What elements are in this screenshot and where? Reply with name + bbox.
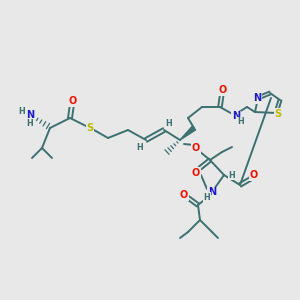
Text: O: O [192,168,200,178]
Text: O: O [192,143,200,153]
Text: H: H [136,143,143,152]
Text: S: S [86,123,94,133]
Text: O: O [250,170,258,180]
Text: H: H [204,193,210,202]
Text: S: S [274,109,282,119]
Text: H: H [238,118,244,127]
Text: H: H [27,118,33,127]
Polygon shape [180,126,196,140]
Text: O: O [219,85,227,95]
Text: H: H [166,118,172,127]
Text: H: H [229,170,236,179]
Text: N: N [208,187,216,197]
Text: H: H [19,107,26,116]
Text: N: N [232,111,240,121]
Text: N: N [253,93,261,103]
Text: O: O [180,190,188,200]
Text: O: O [69,96,77,106]
Text: N: N [26,110,34,120]
